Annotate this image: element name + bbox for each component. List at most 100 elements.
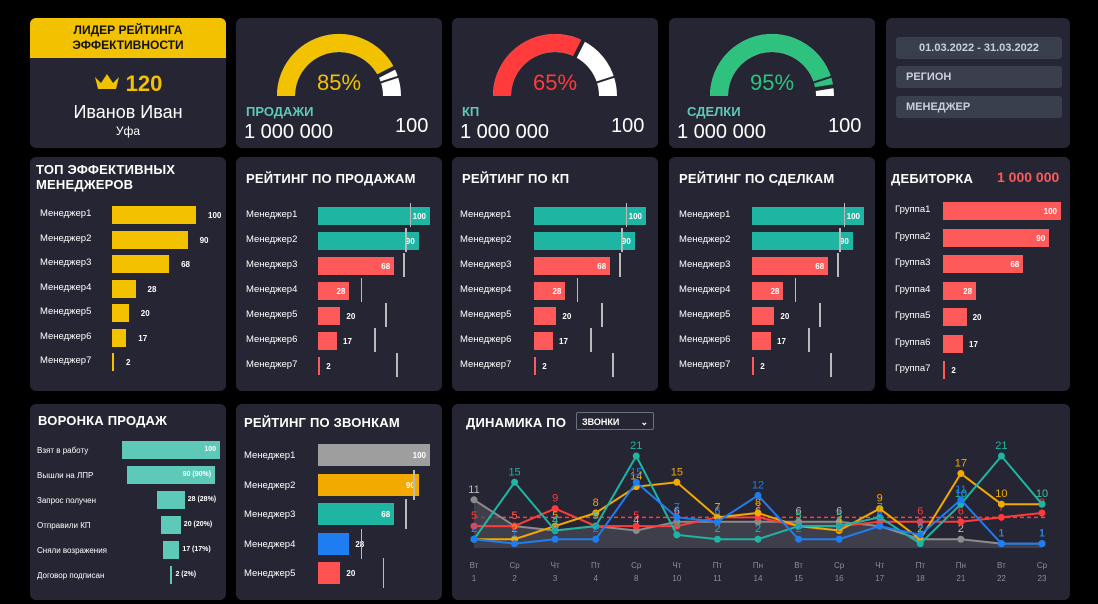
funnel-bar[interactable]	[161, 516, 181, 534]
series-point[interactable]	[876, 513, 884, 521]
bar[interactable]	[752, 282, 784, 300]
series-point[interactable]	[997, 452, 1005, 460]
bar[interactable]	[318, 232, 419, 250]
bar[interactable]	[752, 307, 775, 325]
bar[interactable]	[534, 207, 646, 225]
data-label: 6	[714, 506, 720, 518]
series-point[interactable]	[592, 509, 600, 517]
series-point[interactable]	[916, 518, 924, 526]
calls-bar[interactable]	[318, 444, 430, 466]
series-point[interactable]	[511, 540, 519, 548]
series-point[interactable]	[632, 522, 640, 530]
series-point[interactable]	[957, 470, 965, 478]
bar[interactable]	[534, 232, 635, 250]
manager-filter[interactable]: МЕНЕДЖЕР	[896, 96, 1062, 118]
bar[interactable]	[752, 257, 829, 275]
series-point[interactable]	[632, 452, 640, 460]
series-point[interactable]	[997, 540, 1005, 548]
series-point[interactable]	[592, 535, 600, 543]
bar[interactable]	[943, 308, 967, 326]
series-point[interactable]	[754, 491, 762, 499]
bar[interactable]	[943, 281, 977, 300]
bar[interactable]	[752, 207, 864, 225]
series-point[interactable]	[997, 513, 1005, 521]
bar[interactable]	[112, 353, 114, 371]
bar[interactable]	[534, 307, 557, 325]
bar[interactable]	[318, 332, 338, 350]
bar[interactable]	[318, 282, 350, 300]
series-point[interactable]	[876, 522, 884, 530]
dynamics-dropdown[interactable]: ЗВОНКИ ⌄	[576, 412, 654, 430]
funnel-bar[interactable]	[157, 491, 185, 509]
series-point[interactable]	[795, 522, 803, 530]
bar[interactable]	[112, 279, 136, 298]
series-point[interactable]	[511, 522, 519, 530]
series-point[interactable]	[713, 518, 721, 526]
series-point[interactable]	[511, 478, 519, 486]
series-point[interactable]	[997, 500, 1005, 508]
series-point[interactable]	[551, 505, 559, 513]
series-point[interactable]	[754, 509, 762, 517]
series-point[interactable]	[957, 535, 965, 543]
series-point[interactable]	[673, 531, 681, 539]
series-point[interactable]	[754, 535, 762, 543]
series-point[interactable]	[957, 496, 965, 504]
bar[interactable]	[318, 257, 395, 275]
funnel-bar[interactable]	[162, 541, 180, 559]
series-point[interactable]	[592, 522, 600, 530]
series-point[interactable]	[1038, 509, 1046, 517]
series-point[interactable]	[835, 522, 843, 530]
series-point[interactable]	[470, 535, 478, 543]
bar[interactable]	[752, 357, 755, 375]
calls-bar[interactable]	[318, 503, 395, 525]
bar[interactable]	[112, 255, 170, 273]
series-point[interactable]	[1038, 540, 1046, 548]
bar[interactable]	[752, 232, 853, 250]
bar[interactable]	[318, 307, 341, 325]
calls-bar[interactable]	[318, 473, 419, 496]
series-point[interactable]	[673, 522, 681, 530]
calls-bar[interactable]	[318, 562, 341, 584]
bar[interactable]	[534, 332, 554, 350]
bar[interactable]	[534, 257, 611, 275]
gauge-target-tick	[810, 74, 835, 85]
series-point[interactable]	[876, 505, 884, 513]
series-point[interactable]	[713, 535, 721, 543]
bar[interactable]	[318, 357, 321, 375]
bar[interactable]	[943, 255, 1024, 273]
series-point[interactable]	[1038, 500, 1046, 508]
funnel-bar[interactable]	[169, 566, 173, 584]
bar[interactable]	[534, 282, 566, 300]
bar[interactable]	[943, 228, 1050, 247]
period-filter[interactable]: 01.03.2022 - 31.03.2022	[896, 37, 1062, 59]
series-point[interactable]	[957, 518, 965, 526]
bar[interactable]	[752, 332, 772, 350]
series-point[interactable]	[795, 535, 803, 543]
bar[interactable]	[112, 206, 196, 224]
series-point[interactable]	[835, 535, 843, 543]
region-filter[interactable]: РЕГИОН	[896, 66, 1062, 88]
bar-label: Менеджер6	[40, 330, 92, 342]
bar[interactable]	[112, 230, 188, 249]
funnel-bar[interactable]	[126, 466, 216, 484]
bar[interactable]	[943, 202, 1061, 220]
calls-value: 28	[355, 540, 364, 549]
bar[interactable]	[112, 328, 127, 347]
bar[interactable]	[534, 357, 537, 375]
series-point[interactable]	[632, 478, 640, 486]
series-point[interactable]	[470, 496, 478, 504]
bar[interactable]	[318, 207, 430, 225]
series-point[interactable]	[470, 522, 478, 530]
bar[interactable]	[943, 334, 964, 353]
series-point[interactable]	[673, 478, 681, 486]
bar[interactable]	[112, 304, 129, 322]
series-point[interactable]	[673, 513, 681, 521]
funnel-bar[interactable]	[122, 441, 220, 459]
series-point[interactable]	[551, 535, 559, 543]
data-label: 5	[633, 510, 639, 522]
series-point[interactable]	[916, 531, 924, 539]
series-point[interactable]	[916, 540, 924, 548]
bar[interactable]	[943, 361, 946, 379]
calls-bar[interactable]	[318, 532, 350, 555]
series-point[interactable]	[551, 526, 559, 534]
